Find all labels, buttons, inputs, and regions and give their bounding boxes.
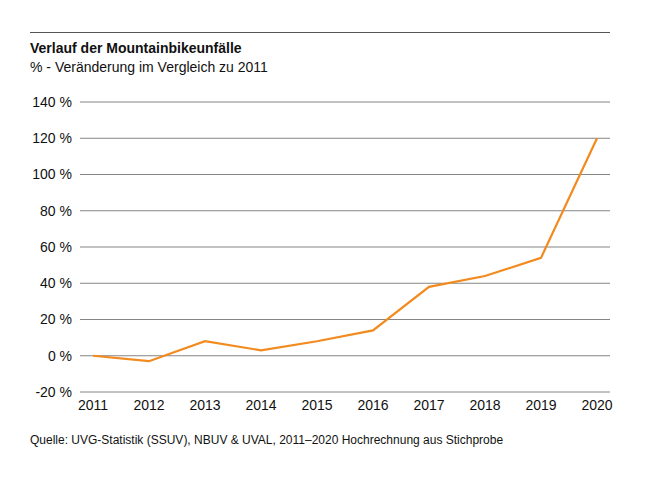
svg-text:100 %: 100 % bbox=[32, 166, 72, 182]
svg-text:0 %: 0 % bbox=[48, 348, 72, 364]
svg-text:2014: 2014 bbox=[245, 397, 276, 413]
svg-text:2019: 2019 bbox=[525, 397, 556, 413]
html-text:% - Veränderung im Vergleich z: % - Veränderung im Vergleich zu 2011 bbox=[30, 59, 268, 75]
svg-text:-20 %: -20 % bbox=[35, 384, 72, 400]
svg-text:2020: 2020 bbox=[581, 397, 612, 413]
svg-text:2012: 2012 bbox=[133, 397, 164, 413]
svg-text:2016: 2016 bbox=[357, 397, 388, 413]
html-text:Quelle: UVG-Statistik (SSUV),: Quelle: UVG-Statistik (SSUV), NBUV & UVA… bbox=[30, 433, 504, 447]
svg-text:140 %: 140 % bbox=[32, 94, 72, 110]
svg-text:2011: 2011 bbox=[78, 397, 108, 413]
svg-text:20 %: 20 % bbox=[40, 311, 72, 327]
html-text:Verlauf der Mountainbikeunfäll: Verlauf der Mountainbikeunfälle bbox=[30, 40, 242, 56]
svg-text:40 %: 40 % bbox=[40, 275, 72, 291]
svg-text:80 %: 80 % bbox=[40, 203, 72, 219]
svg-text:2013: 2013 bbox=[189, 397, 220, 413]
svg-text:120 %: 120 % bbox=[32, 130, 72, 146]
svg-text:60 %: 60 % bbox=[40, 239, 72, 255]
svg-text:2018: 2018 bbox=[469, 397, 500, 413]
svg-text:2017: 2017 bbox=[413, 397, 444, 413]
svg-text:2015: 2015 bbox=[301, 397, 332, 413]
